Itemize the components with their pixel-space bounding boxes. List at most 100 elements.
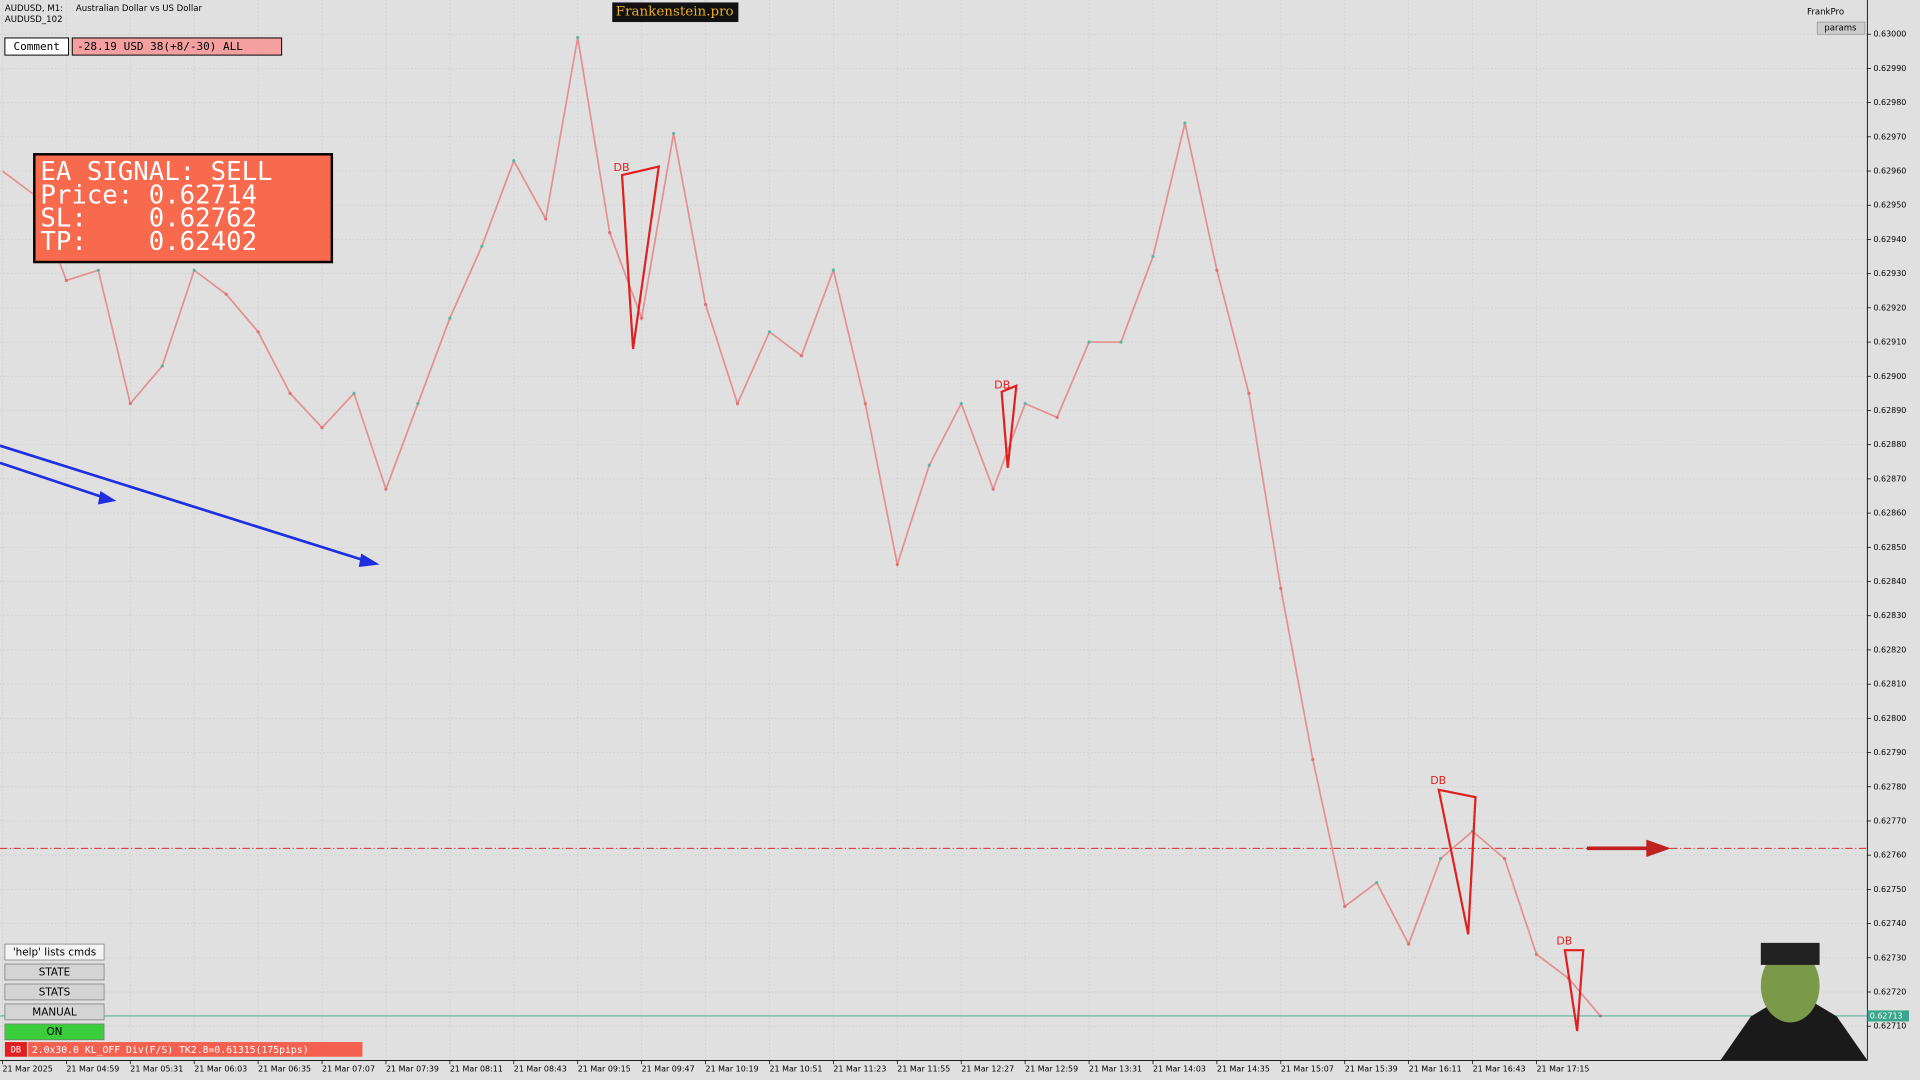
profile: FrankPro bbox=[1807, 8, 1844, 18]
price-point bbox=[927, 463, 931, 467]
current-price-tag bbox=[1867, 1010, 1909, 1022]
price-point bbox=[320, 425, 324, 430]
y-tick-label: 0.62970 bbox=[1873, 132, 1906, 141]
params-button[interactable] bbox=[1816, 21, 1866, 35]
button[interactable] bbox=[4, 1023, 105, 1041]
price-point bbox=[1215, 268, 1219, 272]
y-tick-label: 0.62730 bbox=[1873, 953, 1906, 962]
price-point bbox=[1439, 856, 1443, 861]
subsymbol: AUDUSD_102 bbox=[5, 15, 63, 25]
price-point bbox=[735, 402, 740, 406]
plot: DB DB DB DB bbox=[0, 36, 1868, 1032]
price-point bbox=[767, 330, 772, 334]
y-tick-label: 0.62760 bbox=[1873, 851, 1906, 860]
price-point bbox=[1502, 856, 1507, 861]
status-tag: DB bbox=[11, 1046, 21, 1056]
price-point bbox=[863, 402, 867, 406]
button-label[interactable]: ON bbox=[47, 1026, 63, 1038]
y-tick-label: 0.62960 bbox=[1873, 167, 1906, 176]
x-tick-label: 21 Mar 05:31 bbox=[130, 1064, 183, 1073]
x-tick-label: 21 Mar 07:07 bbox=[322, 1064, 375, 1073]
x-tick-label: 21 Mar 04:59 bbox=[66, 1064, 119, 1073]
y-tick-label: 0.62920 bbox=[1873, 303, 1906, 312]
y-tick-label: 0.62950 bbox=[1873, 201, 1906, 210]
button[interactable] bbox=[4, 983, 105, 1001]
status-text: 2.0x30.0 KL_OFF Div(F/S) TK2.8=0.61315(1… bbox=[32, 1045, 309, 1056]
signal-box bbox=[33, 153, 334, 264]
y-tick-label: 0.62990 bbox=[1873, 64, 1906, 73]
button[interactable] bbox=[4, 963, 105, 981]
button[interactable] bbox=[4, 943, 105, 961]
brand-badge bbox=[612, 2, 739, 23]
comment-value: -28.19 USD 38(+8/-30) ALL bbox=[77, 40, 243, 53]
y-tick-label: 0.62850 bbox=[1873, 543, 1906, 552]
price-point bbox=[192, 268, 196, 272]
x-tick-label: 21 Mar 14:35 bbox=[1217, 1064, 1270, 1073]
price-point bbox=[1311, 757, 1315, 761]
description: Australian Dollar vs US Dollar bbox=[76, 4, 203, 14]
price-point bbox=[608, 231, 612, 235]
brand: Frankenstein.pro bbox=[616, 5, 734, 20]
x-tick-label: 21 Mar 15:07 bbox=[1281, 1064, 1334, 1073]
x-tick-label: 21 Mar 06:35 bbox=[258, 1064, 311, 1073]
price-point bbox=[959, 402, 963, 406]
x-tick-label: 21 Mar 09:15 bbox=[578, 1064, 631, 1073]
price-point bbox=[128, 402, 132, 406]
y-tick-label: 0.63000 bbox=[1873, 30, 1906, 39]
price-point bbox=[1183, 121, 1187, 125]
pattern-shape bbox=[620, 165, 661, 350]
buttons: 'help' lists cmds STATE STATS MANUAL ON bbox=[4, 943, 105, 1041]
y-tick-label: 0.62930 bbox=[1873, 269, 1906, 278]
params[interactable]: params bbox=[1824, 24, 1857, 34]
signal-line: Price: 0.62714 bbox=[40, 180, 257, 210]
price-point bbox=[96, 268, 100, 272]
y-tick-label: 0.62940 bbox=[1873, 235, 1906, 244]
status-tag-box bbox=[4, 1042, 27, 1057]
x-tick-label: 21 Mar 16:11 bbox=[1409, 1064, 1462, 1073]
button-label[interactable]: 'help' lists cmds bbox=[13, 946, 96, 958]
x-tick-label: 21 Mar 09:47 bbox=[642, 1064, 695, 1073]
price-point bbox=[480, 244, 484, 248]
x-tick-label: 21 Mar 2025 bbox=[2, 1064, 52, 1073]
price-point bbox=[160, 364, 164, 368]
price-point bbox=[1087, 340, 1091, 344]
x-tick-label: 21 Mar 17:15 bbox=[1536, 1064, 1589, 1073]
price-point bbox=[544, 217, 548, 221]
price-point bbox=[895, 562, 899, 567]
comment-label-box bbox=[4, 37, 70, 56]
price-point bbox=[1343, 904, 1347, 909]
price-point bbox=[416, 402, 420, 406]
x-tick-label: 21 Mar 08:11 bbox=[450, 1064, 503, 1073]
x-tick-label: 21 Mar 15:39 bbox=[1345, 1064, 1398, 1073]
x-tick-label: 21 Mar 12:59 bbox=[1025, 1064, 1078, 1073]
y-tick-label: 0.62880 bbox=[1873, 440, 1906, 449]
x-tick-label: 21 Mar 10:19 bbox=[706, 1064, 759, 1073]
button-label[interactable]: MANUAL bbox=[32, 1006, 77, 1018]
button-label[interactable]: STATE bbox=[39, 966, 70, 978]
price-point bbox=[831, 268, 835, 272]
y-tick-label: 0.62910 bbox=[1873, 338, 1906, 347]
y-tick-label: 0.62900 bbox=[1873, 372, 1906, 381]
y-tick-label: 0.62890 bbox=[1873, 406, 1906, 415]
y-tick-label: 0.62810 bbox=[1873, 680, 1906, 689]
y-tick-label: 0.62710 bbox=[1873, 1022, 1906, 1031]
button[interactable] bbox=[4, 1003, 105, 1021]
price-point bbox=[1279, 586, 1283, 590]
x-tick-label: 21 Mar 11:55 bbox=[897, 1064, 950, 1073]
sell-arrow bbox=[1586, 839, 1671, 858]
button-label[interactable]: STATS bbox=[39, 986, 71, 998]
y-tick-label: 0.62800 bbox=[1873, 714, 1906, 723]
trend-arrow bbox=[0, 444, 374, 565]
comment-value-box bbox=[71, 37, 283, 56]
pattern-label: DB bbox=[994, 379, 1010, 392]
x-tick-label: 21 Mar 16:43 bbox=[1473, 1064, 1526, 1073]
price-point bbox=[1055, 415, 1059, 419]
x-tick-label: 21 Mar 12:27 bbox=[961, 1064, 1014, 1073]
price-point bbox=[703, 302, 708, 307]
x-tick-label: 21 Mar 10:51 bbox=[769, 1064, 822, 1073]
status-box bbox=[28, 1042, 363, 1057]
y-tick-label: 0.62750 bbox=[1873, 885, 1906, 894]
comment-label: Comment bbox=[14, 40, 60, 53]
